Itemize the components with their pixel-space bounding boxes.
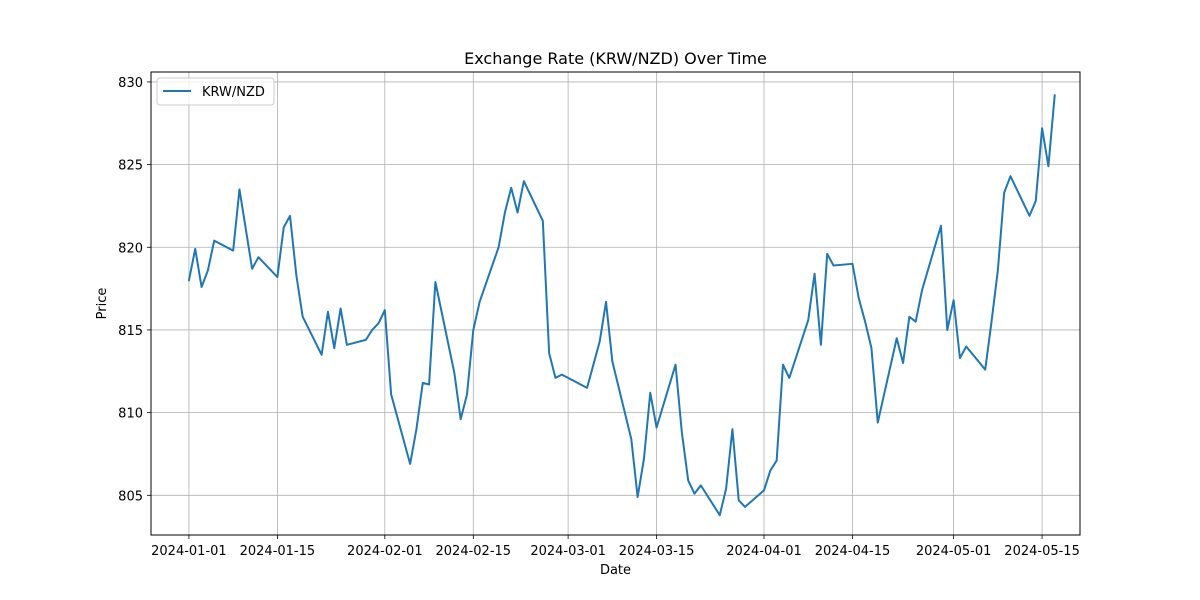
y-tick-label: 820 [118, 241, 143, 256]
legend-entry-krw-nzd: KRW/NZD [202, 85, 265, 100]
x-tick-label: 2024-01-15 [240, 544, 316, 559]
y-axis-label: Price [95, 288, 110, 320]
chart-title: Exchange Rate (KRW/NZD) Over Time [464, 49, 767, 68]
x-tick-label: 2024-04-01 [726, 544, 802, 559]
x-tick-label: 2024-03-01 [530, 544, 606, 559]
grid [151, 72, 1080, 535]
x-axis: 2024-01-01 2024-01-15 2024-02-01 2024-02-15… [151, 535, 1080, 559]
x-tick-label: 2024-01-01 [151, 544, 227, 559]
y-tick-label: 810 [118, 407, 143, 422]
x-tick-label: 2024-05-15 [1004, 544, 1080, 559]
x-tick-label: 2024-02-01 [347, 544, 423, 559]
x-tick-label: 2024-03-15 [619, 544, 695, 559]
y-tick-label: 815 [118, 324, 143, 339]
series-line-krw-nzd [187, 94, 1056, 517]
x-tick-label: 2024-05-01 [916, 544, 992, 559]
legend-box [156, 77, 275, 106]
plot-frame [150, 71, 1081, 536]
y-tick-label: 805 [118, 489, 143, 504]
y-tick-label: 825 [118, 159, 143, 174]
legend: KRW/NZD [156, 77, 275, 106]
x-tick-label: 2024-04-15 [815, 544, 891, 559]
series-lines [187, 94, 1056, 517]
y-tick-label: 830 [118, 76, 143, 91]
x-tick-label: 2024-02-15 [436, 544, 512, 559]
y-axis: 805 810 815 820 825 830 [118, 76, 151, 504]
x-axis-label: Date [600, 563, 631, 578]
